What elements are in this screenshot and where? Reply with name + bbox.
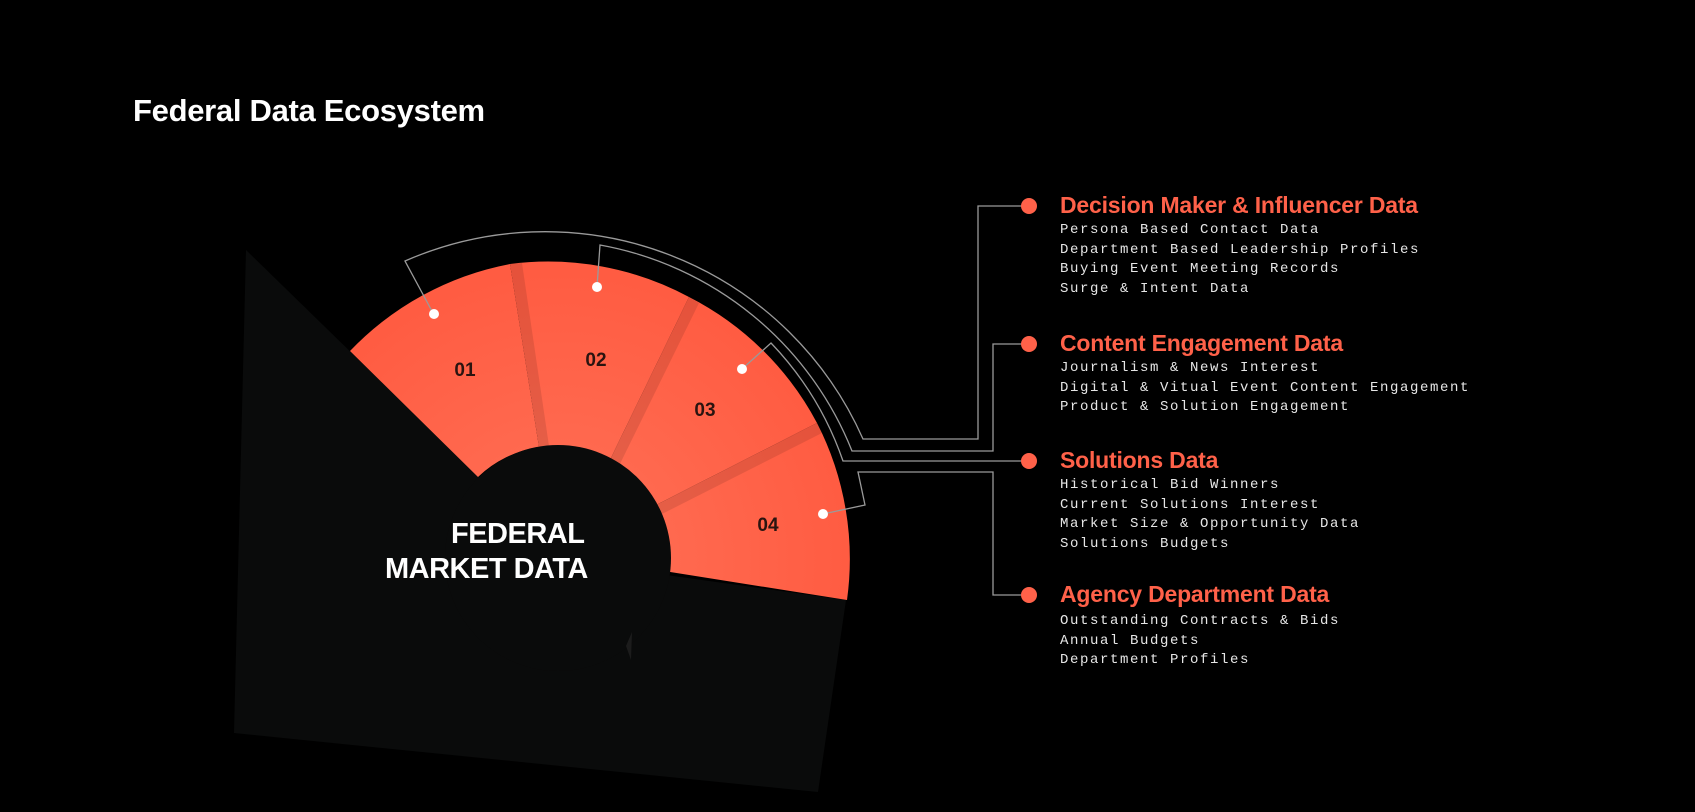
category-item: Surge & Intent Data [1060, 280, 1251, 297]
category-item: Historical Bid Winners [1060, 477, 1281, 493]
segment-number-01: 01 [454, 360, 476, 381]
category-title: Solutions Data [1060, 447, 1219, 473]
category-dot-01 [1021, 198, 1037, 214]
category-item: Outstanding Contracts & Bids [1060, 613, 1341, 629]
segment-02 [510, 261, 689, 464]
category-item: Product & Solution Engagement [1060, 399, 1351, 416]
category-dot-03 [1021, 453, 1037, 469]
connector-line-04 [822, 471, 1025, 596]
segment-dot-04 [818, 509, 828, 519]
category-title: Decision Maker & Influencer Data [1060, 192, 1418, 218]
category-item: Department Profiles [1060, 652, 1251, 669]
connector-line-02 [596, 244, 1025, 452]
segment-number-03: 03 [694, 400, 715, 421]
segment-number-02: 02 [585, 350, 606, 371]
category-title: Content Engagement Data [1060, 330, 1343, 356]
category-content-engagement: Content Engagement Data Journalism & New… [1060, 330, 1470, 418]
category-item: Digital & Vitual Event Content Engagemen… [1060, 379, 1471, 396]
segment-dot-01 [429, 309, 439, 319]
category-item: Journalism & News Interest [1060, 360, 1321, 376]
category-items: Outstanding Contracts & Bids Annual Budg… [1060, 612, 1340, 671]
category-items: Persona Based Contact Data Department Ba… [1060, 221, 1420, 299]
category-solutions: Solutions Data Historical Bid Winners Cu… [1060, 447, 1360, 554]
category-decision-maker: Decision Maker & Influencer Data Persona… [1060, 192, 1420, 299]
category-items: Journalism & News Interest Digital & Vit… [1060, 359, 1470, 418]
category-dot-04 [1021, 587, 1037, 603]
segment-dot-02 [592, 282, 602, 292]
segment-04 [656, 423, 850, 600]
connector-line-01 [404, 205, 1025, 440]
segment-01 [350, 264, 539, 477]
segment-dot-03 [737, 364, 747, 374]
category-item: Solutions Budgets [1060, 535, 1231, 552]
segment-number-04: 04 [757, 515, 779, 536]
category-item: Department Based Leadership Profiles [1060, 241, 1421, 258]
center-hub [445, 445, 671, 671]
page-title: Federal Data Ecosystem [133, 93, 485, 128]
category-title: Agency Department Data [1060, 581, 1330, 607]
panel-mark [626, 632, 632, 660]
category-item: Market Size & Opportunity Data [1060, 516, 1361, 533]
center-label-line1: FEDERAL [451, 518, 585, 550]
category-item: Current Solutions Interest [1060, 496, 1321, 513]
connector-line-03 [741, 342, 1025, 462]
category-item: Annual Budgets [1060, 632, 1201, 649]
category-item: Buying Event Meeting Records [1060, 261, 1341, 278]
category-agency-department: Agency Department Data Outstanding Contr… [1060, 581, 1340, 671]
category-dot-02 [1021, 336, 1037, 352]
segment-03 [608, 297, 817, 505]
center-label-line2: MARKET DATA [385, 553, 588, 585]
category-item: Persona Based Contact Data [1060, 222, 1321, 238]
category-items: Historical Bid Winners Current Solutions… [1060, 476, 1360, 554]
